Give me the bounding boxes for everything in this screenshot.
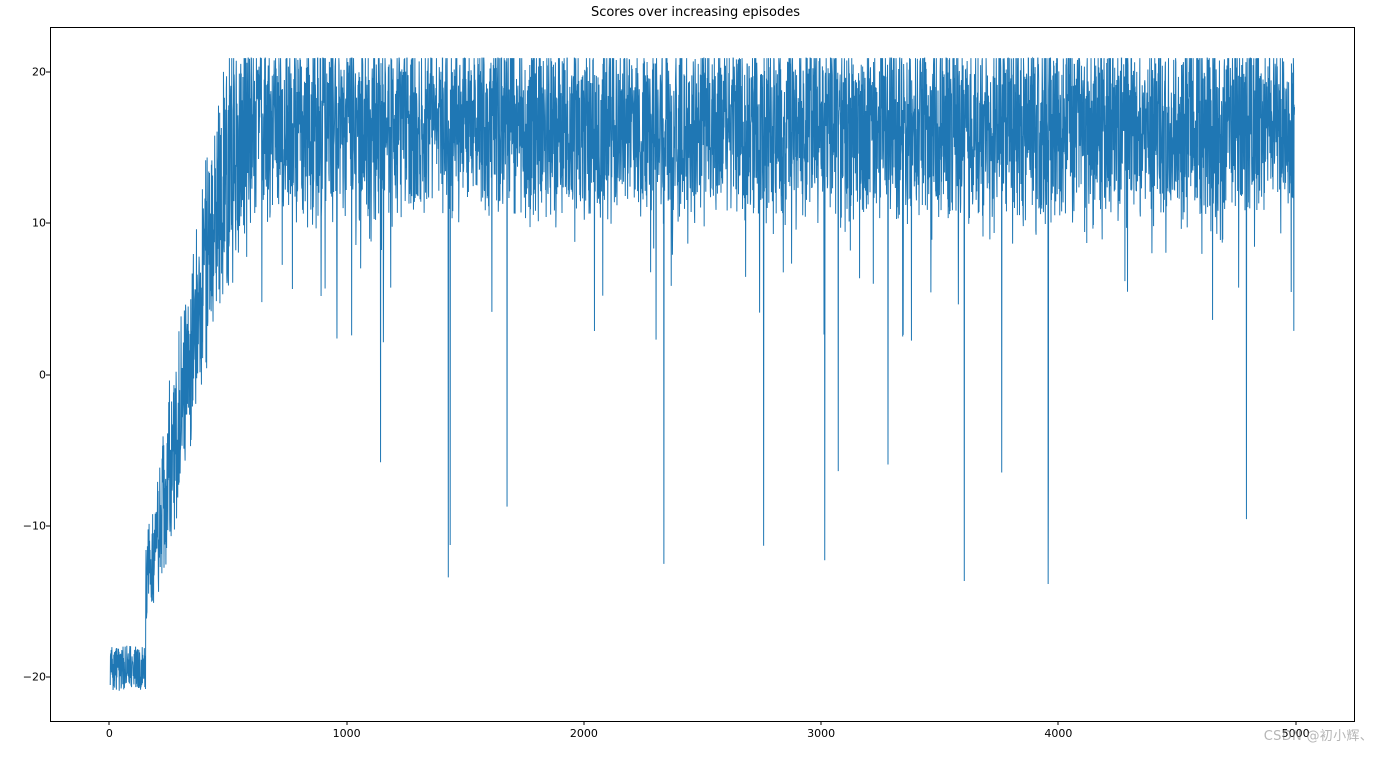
y-tick-label: 20 [6, 66, 46, 79]
y-tick-mark [46, 374, 50, 375]
x-tick-mark [583, 721, 584, 725]
x-tick-label: 3000 [807, 727, 835, 740]
x-tick-mark [346, 721, 347, 725]
x-tick-label: 0 [106, 727, 113, 740]
y-tick-label: −10 [6, 519, 46, 532]
x-tick-mark [109, 721, 110, 725]
x-tick-label: 4000 [1044, 727, 1072, 740]
y-tick-label: −20 [6, 670, 46, 683]
y-tick-mark [46, 223, 50, 224]
x-tick-label: 1000 [333, 727, 361, 740]
x-tick-mark [821, 721, 822, 725]
y-tick-label: 0 [6, 368, 46, 381]
y-tick-mark [46, 676, 50, 677]
x-tick-label: 2000 [570, 727, 598, 740]
y-tick-mark [46, 525, 50, 526]
y-tick-label: 10 [6, 217, 46, 230]
watermark-text: CSDN @初小辉、 [1264, 725, 1373, 744]
y-tick-mark [46, 72, 50, 73]
chart-plot-area [50, 27, 1355, 722]
chart-line-svg [51, 28, 1354, 721]
chart-title: Scores over increasing episodes [0, 5, 1391, 20]
x-tick-label: 5000 [1282, 727, 1310, 740]
score-series-line [110, 58, 1294, 691]
x-tick-mark [1058, 721, 1059, 725]
x-tick-mark [1295, 721, 1296, 725]
